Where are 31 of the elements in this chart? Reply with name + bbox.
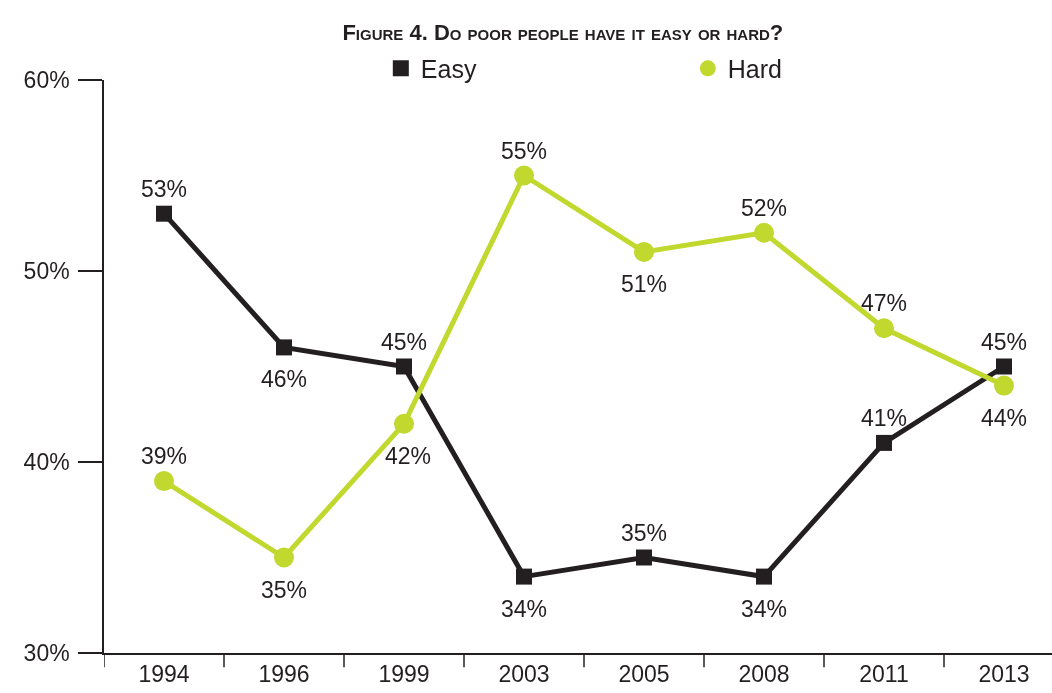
x-tick-label: 2013 — [978, 661, 1030, 688]
data-label: 35% — [621, 520, 668, 546]
y-tick-label: 60% — [23, 67, 70, 94]
x-tick-label: 2008 — [738, 661, 790, 688]
data-label: 45% — [381, 329, 428, 355]
data-label: 47% — [861, 290, 908, 316]
legend-label: Easy — [420, 55, 477, 84]
data-label: 53% — [141, 176, 188, 202]
x-tick-label: 1996 — [258, 661, 310, 688]
y-tick-label: 40% — [23, 449, 70, 476]
chart-title: Figure 4. Do poor people have it easy or hard? — [342, 19, 784, 45]
data-label: 51% — [621, 271, 668, 297]
legend-label: Hard — [727, 55, 782, 84]
x-tick-label: 2003 — [498, 661, 550, 688]
data-label: 35% — [261, 577, 308, 603]
y-tick-label: 50% — [23, 258, 70, 285]
data-label: 45% — [981, 329, 1028, 355]
data-label: 34% — [501, 596, 548, 622]
data-label: 39% — [141, 443, 188, 469]
x-tick-label: 1999 — [378, 661, 430, 688]
data-label: 46% — [261, 366, 308, 392]
data-label: 42% — [385, 443, 432, 469]
data-label: 34% — [741, 596, 788, 622]
x-tick-label: 2005 — [618, 661, 670, 688]
data-label: 41% — [861, 405, 908, 431]
data-label: 44% — [981, 405, 1028, 431]
x-tick-label: 1994 — [138, 661, 190, 688]
data-label: 55% — [501, 138, 548, 164]
y-tick-label: 30% — [23, 640, 70, 667]
data-label: 52% — [741, 195, 788, 221]
x-tick-label: 2011 — [859, 661, 909, 688]
